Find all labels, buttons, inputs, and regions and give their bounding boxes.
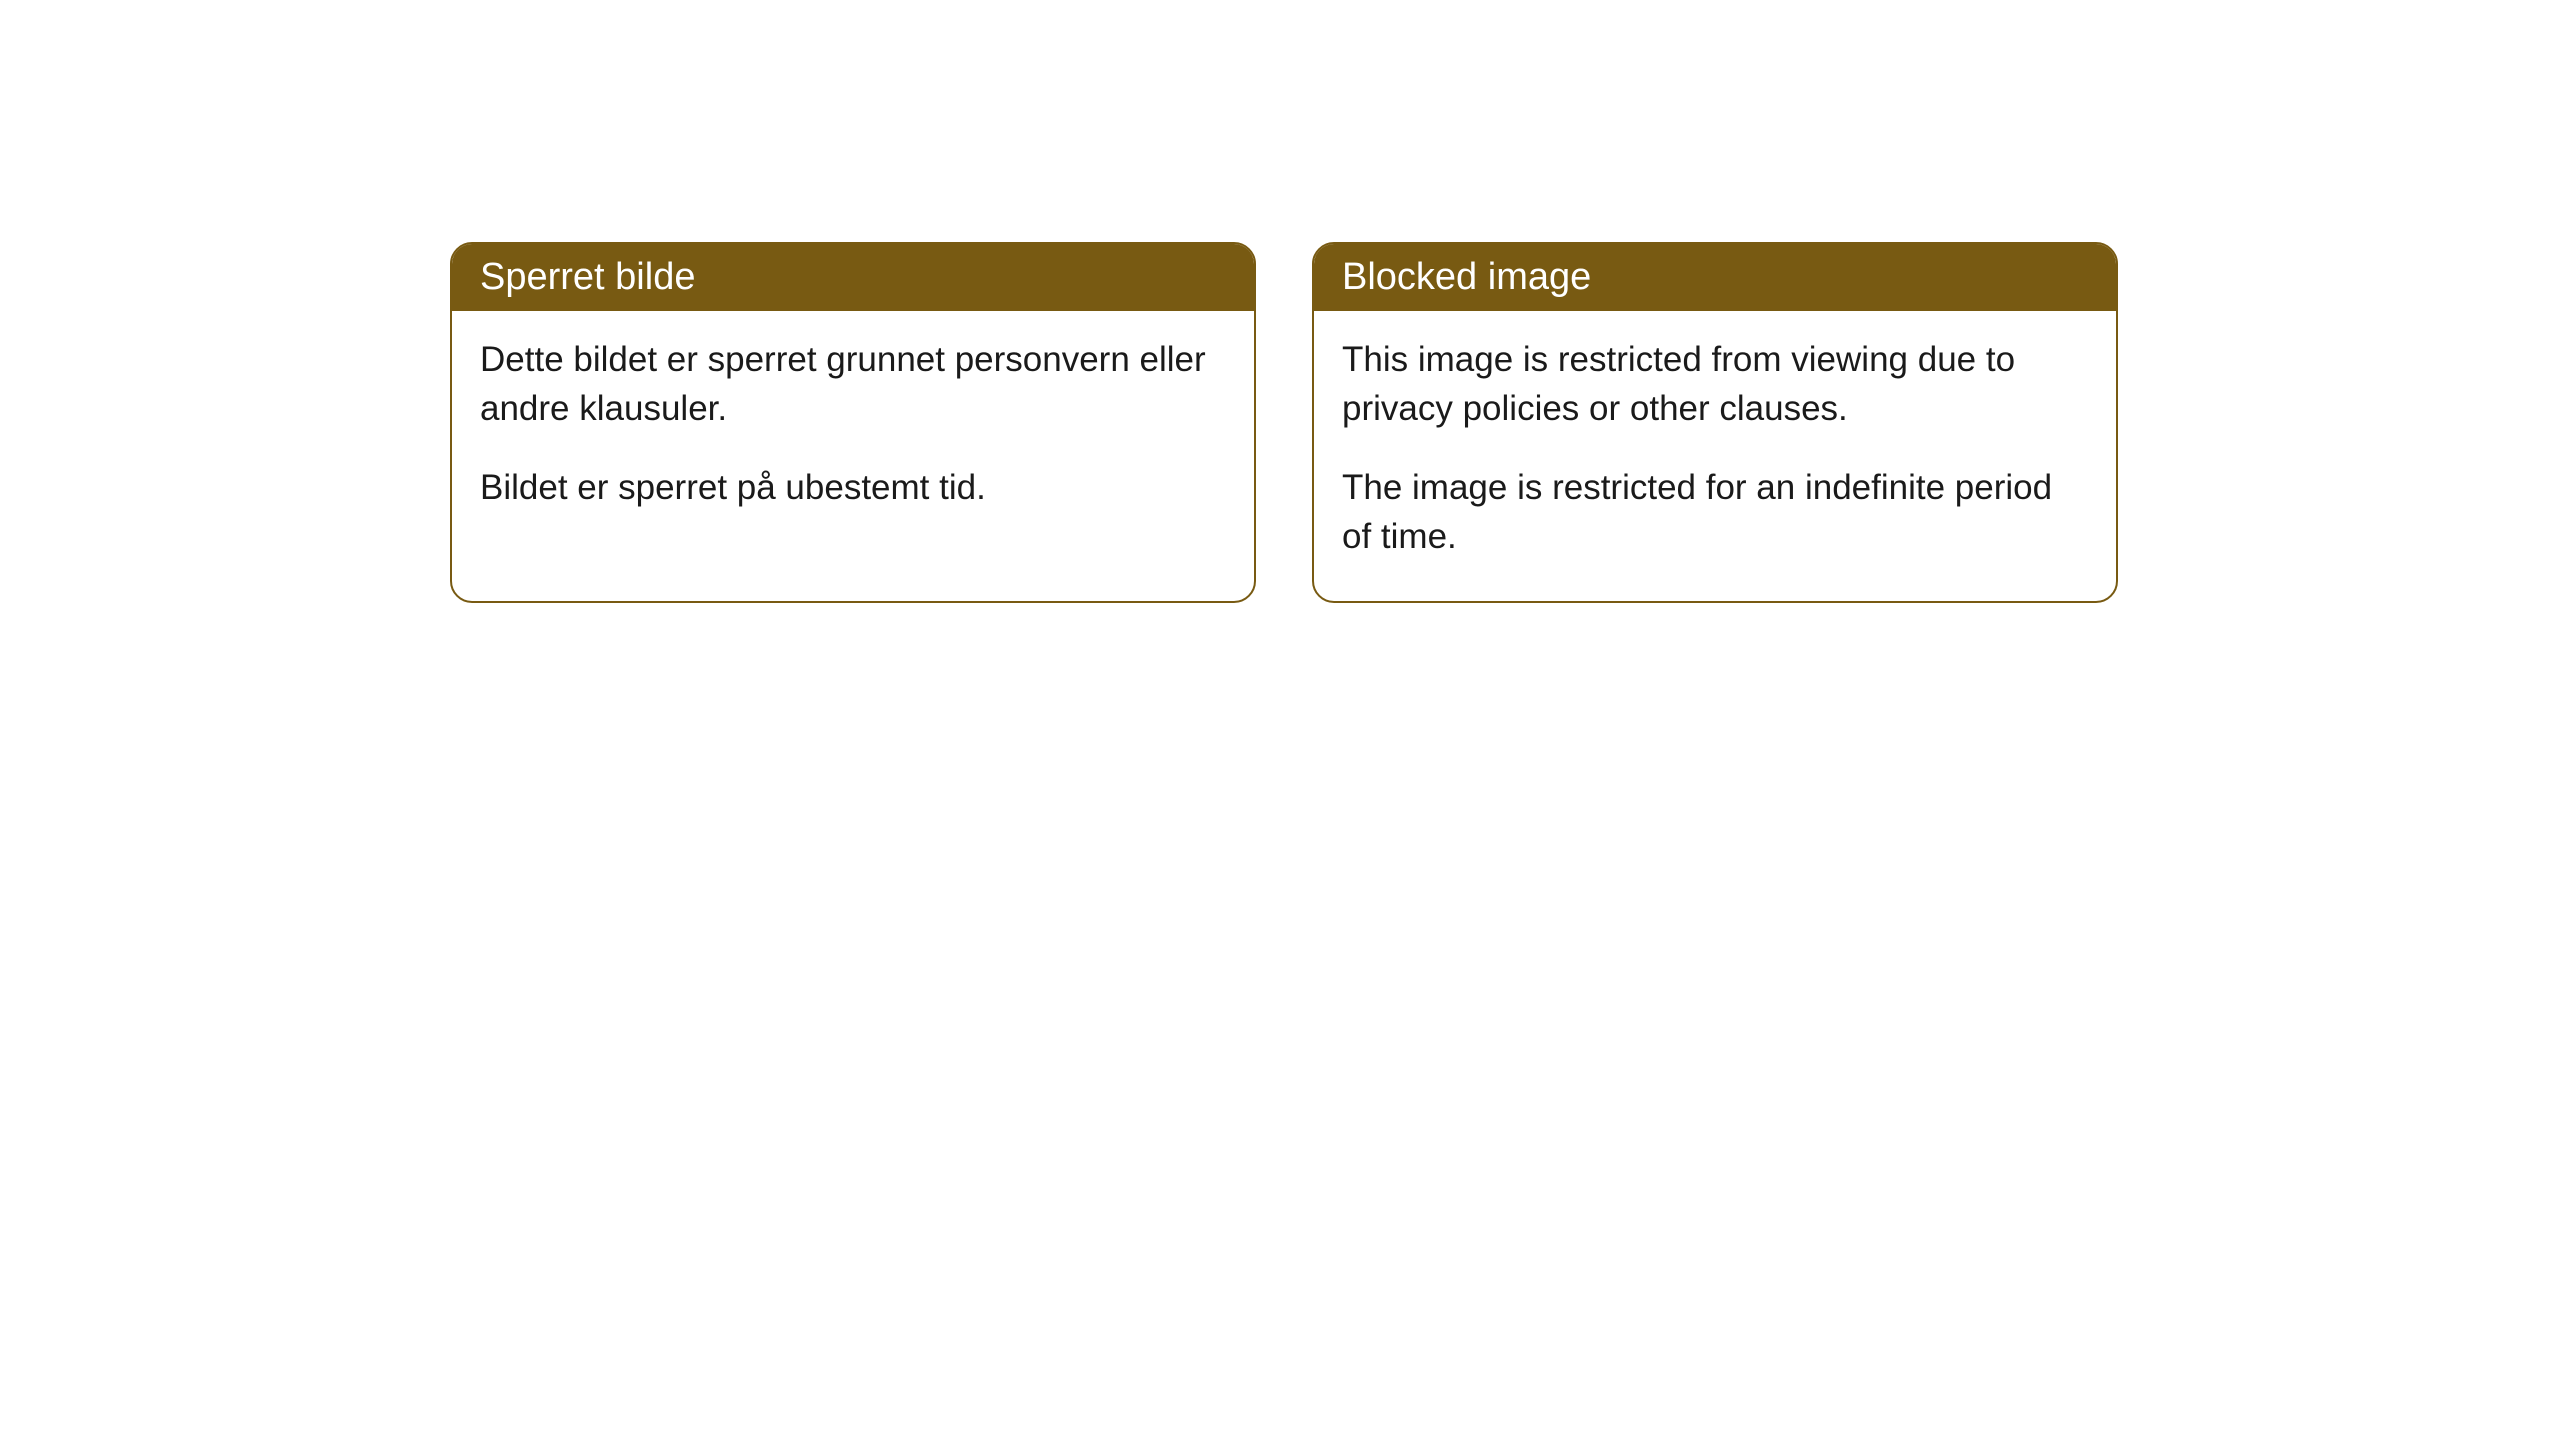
notice-card-english: Blocked image This image is restricted f… bbox=[1312, 242, 2118, 603]
card-header-text: Blocked image bbox=[1342, 256, 1591, 298]
card-paragraph: The image is restricted for an indefinit… bbox=[1342, 463, 2088, 561]
card-paragraph: Bildet er sperret på ubestemt tid. bbox=[480, 463, 1226, 512]
card-body: This image is restricted from viewing du… bbox=[1314, 311, 2116, 601]
card-header-text: Sperret bilde bbox=[480, 256, 695, 298]
card-header: Sperret bilde bbox=[452, 244, 1254, 311]
card-body: Dette bildet er sperret grunnet personve… bbox=[452, 311, 1254, 552]
card-paragraph: This image is restricted from viewing du… bbox=[1342, 335, 2088, 433]
notice-cards-container: Sperret bilde Dette bildet er sperret gr… bbox=[450, 242, 2118, 603]
card-header: Blocked image bbox=[1314, 244, 2116, 311]
notice-card-norwegian: Sperret bilde Dette bildet er sperret gr… bbox=[450, 242, 1256, 603]
card-paragraph: Dette bildet er sperret grunnet personve… bbox=[480, 335, 1226, 433]
